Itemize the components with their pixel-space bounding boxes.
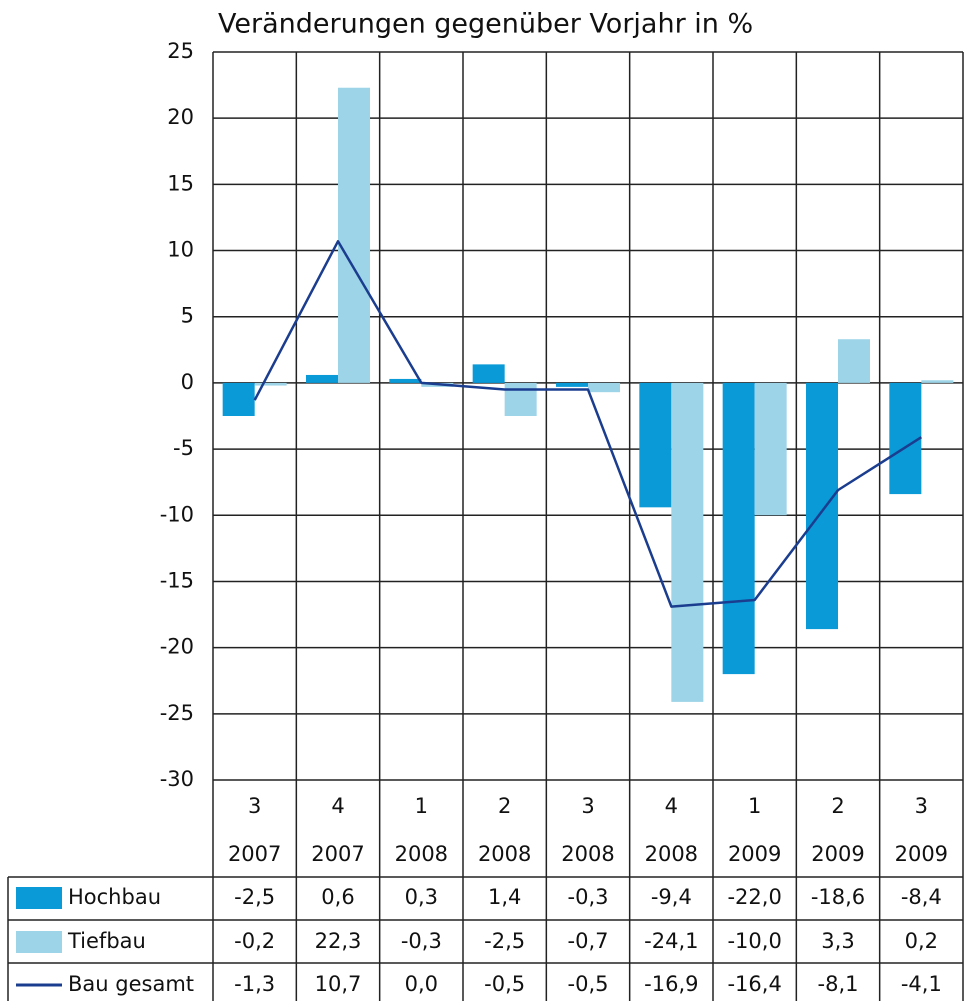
x-tick-year: 2007 [228, 842, 281, 866]
table-cell: -0,2 [234, 929, 275, 953]
bar [338, 87, 370, 383]
table-cell: 0,6 [321, 885, 354, 909]
x-tick-label: 3 [581, 794, 594, 818]
bar [754, 382, 787, 516]
table-cell: -18,6 [811, 885, 865, 909]
bar [306, 374, 338, 383]
table-cell: 1,4 [488, 885, 521, 909]
bar [639, 382, 672, 508]
x-tick-label: 3 [248, 794, 261, 818]
legend-swatch [16, 931, 62, 953]
legend-label: Tiefbau [67, 929, 146, 953]
table-cell: -9,4 [651, 885, 692, 909]
x-tick-year: 2008 [478, 842, 531, 866]
y-tick-label: 0 [181, 370, 194, 394]
x-tick-label: 4 [331, 794, 344, 818]
table-cell: 22,3 [315, 929, 362, 953]
table-cell: 0,0 [405, 972, 438, 996]
table-cell: -16,9 [644, 972, 698, 996]
y-tick-label: -25 [160, 701, 194, 725]
bar [254, 382, 287, 386]
y-tick-label: 10 [167, 238, 194, 262]
bar [806, 382, 838, 630]
y-tick-label: 5 [181, 304, 194, 328]
y-tick-label: -20 [160, 635, 194, 659]
bar [222, 382, 255, 416]
x-tick-year: 2007 [311, 842, 364, 866]
bar [921, 380, 954, 383]
y-tick-label: -5 [173, 436, 194, 460]
table-cell: -16,4 [727, 972, 781, 996]
table-cell: -8,4 [901, 885, 942, 909]
bar [889, 382, 922, 495]
x-tick-label: 1 [415, 794, 428, 818]
y-tick-label: 20 [167, 105, 194, 129]
y-tick-label: 15 [167, 171, 194, 195]
bar [556, 382, 588, 387]
table-cell: -0,7 [568, 929, 609, 953]
legend-label: Hochbau [68, 885, 161, 909]
chart-title: Veränderungen gegenüber Vorjahr in % [218, 9, 753, 40]
legend-label: Bau gesamt [68, 972, 194, 996]
table-cell: -2,5 [484, 929, 525, 953]
x-tick-year: 2008 [645, 842, 698, 866]
x-tick-year: 2009 [728, 842, 781, 866]
y-tick-label: 25 [167, 39, 194, 63]
x-tick-year: 2009 [895, 842, 948, 866]
bar [389, 378, 422, 383]
x-tick-year: 2009 [811, 842, 864, 866]
table-cell: 0,2 [905, 929, 938, 953]
line [253, 240, 923, 608]
x-tick-year: 2008 [395, 842, 448, 866]
x-tick-year: 2008 [561, 842, 614, 866]
table-cell: -2,5 [234, 885, 275, 909]
x-tick-label: 2 [831, 794, 844, 818]
table-cell: -0,5 [568, 972, 609, 996]
table-cell: 10,7 [315, 972, 362, 996]
y-tick-label: -15 [160, 568, 194, 592]
table-cell: 0,3 [405, 885, 438, 909]
bar [472, 364, 505, 383]
table-cell: -0,3 [568, 885, 609, 909]
x-tick-label: 1 [748, 794, 761, 818]
legend-swatch [16, 887, 62, 909]
y-tick-label: -10 [160, 502, 194, 526]
table-cell: -0,3 [401, 929, 442, 953]
table-cell: -22,0 [727, 885, 781, 909]
bar [722, 382, 755, 675]
table-cell: 3,3 [821, 929, 854, 953]
table-cell: -24,1 [644, 929, 698, 953]
table-cell: -10,0 [727, 929, 781, 953]
table-cell: -4,1 [901, 972, 942, 996]
y-tick-label: -30 [160, 767, 194, 791]
x-tick-label: 3 [915, 794, 928, 818]
table-cell: -1,3 [234, 972, 275, 996]
x-tick-label: 4 [665, 794, 678, 818]
bar [671, 382, 704, 702]
bar [504, 382, 537, 416]
table-cell: -8,1 [818, 972, 859, 996]
bar [588, 382, 620, 393]
bar [838, 339, 870, 383]
table-cell: -0,5 [484, 972, 525, 996]
x-tick-label: 2 [498, 794, 511, 818]
